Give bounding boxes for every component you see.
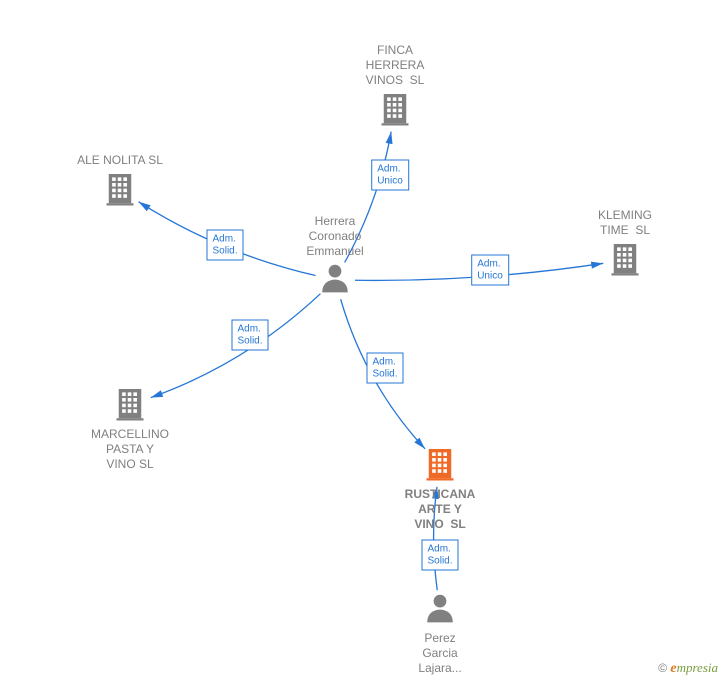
edge-label: Adm. Solid.	[231, 320, 268, 351]
node-label: KLEMING TIME SL	[598, 208, 652, 238]
brand-rest: mpresia	[677, 660, 718, 675]
diagram-svg	[0, 0, 728, 685]
node-label: Herrera Coronado Emmanuel	[306, 214, 363, 259]
building-icon	[102, 170, 138, 211]
edge-label: Adm. Unico	[471, 255, 509, 286]
node-label: Perez Garcia Lajara...	[418, 631, 461, 676]
node-label: FINCA HERRERA VINOS SL	[366, 43, 425, 88]
building-icon	[112, 385, 148, 426]
copyright-symbol: ©	[658, 661, 667, 675]
node-label: MARCELLINO PASTA Y VINO SL	[91, 427, 169, 472]
building-icon	[377, 90, 413, 131]
building-icon	[422, 445, 458, 486]
person-icon	[423, 591, 457, 630]
edge-arrowhead	[139, 202, 151, 211]
edge-label: Adm. Unico	[371, 160, 409, 191]
person-icon	[318, 261, 352, 300]
node-label: RUSTICANA ARTE Y VINO SL	[405, 487, 476, 532]
edge-arrowhead	[151, 390, 163, 397]
building-icon	[607, 240, 643, 281]
edge-label: Adm. Solid.	[366, 353, 403, 384]
copyright: © empresia	[658, 660, 718, 677]
edge-arrowhead	[591, 262, 603, 269]
edge-label: Adm. Solid.	[206, 230, 243, 261]
edge-arrowhead	[386, 132, 393, 144]
edge-label: Adm. Solid.	[421, 540, 458, 571]
node-label: ALE NOLITA SL	[77, 153, 163, 168]
